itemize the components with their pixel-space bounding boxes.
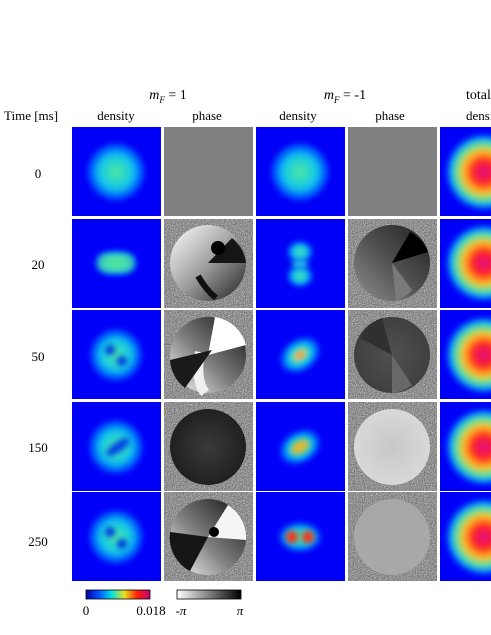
panel-mfplus-phase-t250 xyxy=(164,492,253,581)
panel-mfplus-phase-t150 xyxy=(164,402,253,491)
panel-mfplus-density-t20 xyxy=(72,219,161,308)
panel-mfminus-density-t20 xyxy=(256,219,345,308)
colorbar-phase-min: -π xyxy=(176,603,187,618)
panel-mfplus-density-t150 xyxy=(72,402,161,491)
colorbar-density-min: 0 xyxy=(83,603,90,618)
col-label-phase-1: phase xyxy=(192,108,222,123)
colorbar-density-max: 0.018 xyxy=(136,603,165,618)
panel-mfminus-phase-t250 xyxy=(348,492,437,581)
group-label-mf-plus: mF = 1 xyxy=(149,88,187,105)
col-label-density-2: density xyxy=(279,108,317,123)
panel-mfplus-phase-t0 xyxy=(164,127,253,216)
panel-mfminus-phase-t50 xyxy=(348,310,437,399)
panel-mfminus-density-t150 xyxy=(256,402,345,491)
time-label-20: 20 xyxy=(32,257,45,272)
colorbar-density xyxy=(85,589,151,600)
col-label-density-1: density xyxy=(97,108,135,123)
time-label-0: 0 xyxy=(35,166,42,181)
panel-total-density-t250 xyxy=(440,492,491,581)
panel-mfminus-density-t250 xyxy=(256,492,345,581)
group-label-total: total xyxy=(466,88,491,103)
panel-total-density-t0 xyxy=(440,127,491,216)
col-label-phase-2: phase xyxy=(375,108,405,123)
group-label-mf-minus: mF = -1 xyxy=(324,88,366,105)
colorbar-phase xyxy=(176,589,242,600)
panel-total-density-t20 xyxy=(440,219,491,308)
panel-mfminus-density-t0 xyxy=(256,127,345,216)
panel-mfminus-density-t50 xyxy=(256,310,345,399)
col-label-density-3: density xyxy=(466,108,491,123)
svg-text:mF = 1: mF = 1 xyxy=(149,88,187,105)
panel-mfplus-density-t250 xyxy=(72,492,161,581)
colorbar-phase-max: π xyxy=(237,603,244,618)
time-label-50: 50 xyxy=(32,349,45,364)
panel-mfminus-phase-t150 xyxy=(348,402,437,491)
panel-mfplus-density-t50 xyxy=(72,310,161,399)
panel-mfplus-density-t0 xyxy=(72,127,161,216)
panel-total-density-t50 xyxy=(440,310,491,399)
time-label-250: 250 xyxy=(28,534,48,549)
svg-text:mF = -1: mF = -1 xyxy=(324,88,366,105)
panel-mfplus-phase-t20 xyxy=(164,219,253,308)
panel-total-density-t150 xyxy=(440,402,491,491)
time-label-150: 150 xyxy=(28,440,48,455)
panel-mfminus-phase-t20 xyxy=(348,219,437,308)
row-header-time: Time [ms] xyxy=(4,108,58,123)
panel-mfplus-phase-t50 xyxy=(164,310,253,399)
panel-mfminus-phase-t0 xyxy=(348,127,437,216)
